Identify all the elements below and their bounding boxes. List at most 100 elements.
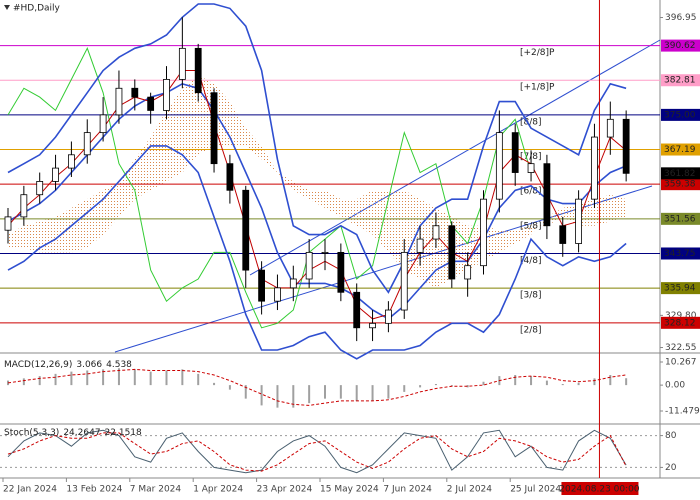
murrey-level-name: [+2/8]P <box>520 48 555 58</box>
murrey-level-name: [+1/8]P <box>520 83 555 93</box>
last-price-box <box>661 167 700 180</box>
candle-body <box>305 251 313 280</box>
candle-body <box>36 181 44 196</box>
candle-body <box>416 238 424 253</box>
candle-body <box>591 136 598 200</box>
panel-title-part: 3.066 <box>76 360 102 370</box>
level-price-box <box>661 282 700 295</box>
candle-body <box>194 47 202 94</box>
x-tick-label: 22 Jan 2024 <box>3 485 57 495</box>
level-price-label: 335.94 <box>664 284 696 294</box>
y-tick-label: 20 <box>665 463 677 473</box>
x-tick-label: 7 Jun 2024 <box>383 485 432 495</box>
x-tick-label: 25 Jul 2024 <box>510 485 561 495</box>
candle-body <box>178 47 186 80</box>
y-tick-label: 396.95 <box>665 13 697 23</box>
candle-body <box>432 225 440 240</box>
candle-body <box>274 287 281 302</box>
bollinger-middle <box>7 82 627 320</box>
candle-body <box>527 163 535 173</box>
panel-title-part: MACD(12,26,9) <box>4 360 72 370</box>
level-price-label: 359.38 <box>664 180 696 190</box>
candle-body <box>384 309 392 324</box>
candle-body <box>99 114 107 134</box>
candle-body <box>511 132 519 173</box>
murrey-level-name: [3/8] <box>520 291 542 301</box>
panel-title: MACD(12,26,9) 3.066 4.538 <box>4 360 132 370</box>
chart-title: #HD,Daily <box>13 4 61 14</box>
candle-body <box>83 132 91 156</box>
panel-title-part: 4.538 <box>106 360 132 370</box>
level-price-box <box>661 247 700 260</box>
level-price-box <box>661 143 700 156</box>
candle-body <box>147 96 155 111</box>
x-tick-label: 23 Apr 2024 <box>257 485 313 495</box>
panel-title: Stoch(5,3,3) 24.2647 22.1518 <box>4 428 142 438</box>
y-tick-label: 329.80 <box>665 311 697 321</box>
candle-body <box>559 225 567 244</box>
candle-body <box>369 322 376 329</box>
candle-body <box>131 87 139 98</box>
lagging-line <box>7 47 532 329</box>
x-tick-label: 15 May 2024 <box>320 485 379 495</box>
bollinger-lower <box>7 145 627 360</box>
macd-signal-line <box>7 368 627 406</box>
x-tick-label: 13 Feb 2024 <box>66 485 122 495</box>
candle-body <box>575 198 582 244</box>
murrey-level-name: [2/8] <box>520 325 542 335</box>
stoch-d-line <box>7 432 627 472</box>
level-price-box <box>661 178 700 191</box>
murrey-level-name: [8/8] <box>520 117 542 127</box>
level-price-label: 328.12 <box>664 318 696 328</box>
y-tick-label: 80 <box>665 431 677 441</box>
x-tick-label: 7 Mar 2024 <box>130 485 182 495</box>
candle-body <box>20 194 28 218</box>
level-price-box <box>661 212 700 225</box>
level-price-box <box>661 39 700 52</box>
bollinger-upper <box>7 3 627 294</box>
candle-body <box>353 291 361 329</box>
y-tick-label: -11.479 <box>665 406 700 416</box>
y-tick-label: 322.55 <box>665 343 697 353</box>
candle-body <box>115 87 123 116</box>
level-price-label: 367.19 <box>664 145 696 155</box>
level-price-label: 343.75 <box>664 249 696 259</box>
candle-body <box>480 198 487 267</box>
moving-average-line <box>7 70 627 320</box>
level-price-box <box>661 74 700 87</box>
level-price-label: 375.00 <box>664 110 696 120</box>
last-price-label: 361.82 <box>664 169 696 179</box>
candle-body <box>242 189 250 271</box>
murrey-level-name: [5/8] <box>520 221 542 231</box>
candle-body <box>52 167 59 182</box>
symbol-icon <box>4 5 10 10</box>
level-price-box <box>661 108 700 121</box>
candle-body <box>226 163 234 191</box>
panel-title-part: 22.1518 <box>105 428 142 438</box>
candle-body <box>448 225 456 280</box>
level-price-label: 390.62 <box>664 41 696 51</box>
candle-body <box>258 269 266 302</box>
murrey-level-name: [4/8] <box>520 256 542 266</box>
ichimoku-cloud <box>8 74 627 288</box>
candle-body <box>495 132 503 200</box>
candle-body <box>321 251 329 254</box>
candle-body <box>337 251 345 293</box>
crosshair-label: 2024.08.23 00:00 <box>559 485 640 495</box>
candle-body <box>4 216 12 231</box>
candle-body <box>606 118 614 138</box>
murrey-level-name: [6/8] <box>520 187 542 197</box>
level-price-label: 351.56 <box>664 214 696 224</box>
candle-body <box>400 251 408 311</box>
channel-upper-line <box>249 39 661 276</box>
candle-body <box>163 78 170 111</box>
candle-body <box>289 278 297 289</box>
crosshair-label-box <box>561 482 639 495</box>
x-tick-label: 2 Jul 2024 <box>447 485 492 495</box>
level-price-box <box>661 316 700 329</box>
panel-title-part: Stoch(5,3,3) <box>4 428 59 438</box>
y-tick-label: 0.00 <box>665 381 685 391</box>
candle-body <box>68 154 75 169</box>
